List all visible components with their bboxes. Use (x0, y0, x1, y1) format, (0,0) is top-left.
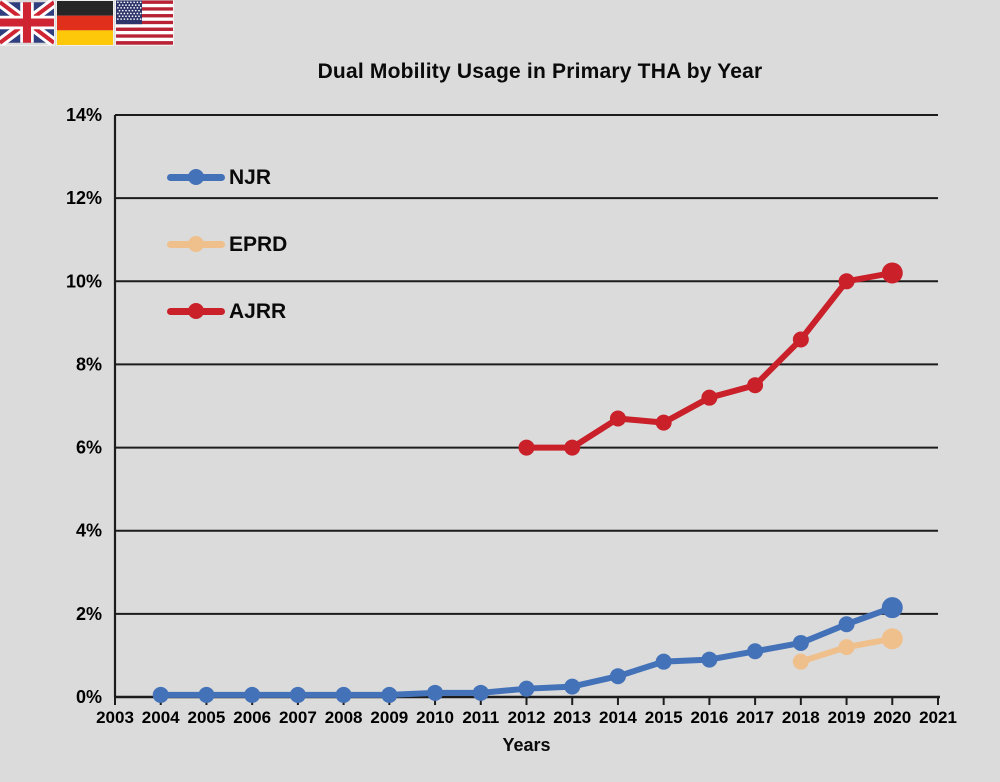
x-tick-label: 2017 (736, 708, 774, 727)
legend-swatch-njr (167, 168, 225, 186)
chart-legend: NJR EPRD AJRR (167, 160, 287, 361)
data-point-njr (381, 686, 398, 703)
x-tick-label: 2013 (553, 708, 591, 727)
country-flags (0, 0, 173, 45)
data-point-njr (289, 686, 306, 703)
y-tick-label: 4% (76, 521, 102, 541)
legend-item-ajrr: AJRR (167, 294, 287, 328)
x-tick-label: 2009 (370, 708, 408, 727)
x-tick-label: 2016 (690, 708, 728, 727)
data-point-njr (427, 684, 444, 701)
data-point-njr (335, 686, 352, 703)
data-point-njr (838, 616, 855, 633)
data-point-ajrr (564, 439, 581, 456)
y-tick-label: 8% (76, 354, 102, 374)
data-point-njr (152, 686, 169, 703)
us-flag-icon (116, 0, 173, 45)
data-point-njr (564, 678, 581, 695)
x-tick-label: 2004 (142, 708, 180, 727)
uk-flag-icon (0, 0, 54, 45)
y-tick-label: 2% (76, 604, 102, 624)
data-point-ajrr (881, 262, 903, 284)
data-point-eprd (881, 628, 903, 650)
x-tick-label: 2006 (233, 708, 271, 727)
data-point-njr (609, 668, 626, 685)
x-tick-label: 2012 (508, 708, 546, 727)
legend-label-ajrr: AJRR (229, 299, 287, 323)
x-tick-label: 2021 (919, 708, 957, 727)
legend-swatch-eprd (167, 235, 225, 253)
x-tick-label: 2014 (599, 708, 637, 727)
legend-swatch-ajrr (167, 302, 225, 320)
data-point-ajrr (655, 414, 672, 431)
data-point-njr (701, 651, 718, 668)
x-tick-label: 2010 (416, 708, 454, 727)
data-point-njr (881, 597, 903, 619)
chart-title: Dual Mobility Usage in Primary THA by Ye… (317, 60, 763, 83)
data-point-ajrr (701, 389, 718, 406)
x-tick-label: 2003 (96, 708, 134, 727)
x-tick-label: 2018 (782, 708, 820, 727)
data-point-ajrr (609, 410, 626, 427)
legend-label-njr: NJR (229, 165, 272, 189)
x-tick-label: 2005 (188, 708, 226, 727)
data-point-ajrr (747, 377, 764, 394)
x-tick-label: 2020 (873, 708, 911, 727)
x-tick-label: 2007 (279, 708, 317, 727)
x-tick-label: 2011 (462, 708, 499, 727)
legend-item-eprd: EPRD (167, 227, 287, 261)
data-point-njr (792, 634, 809, 651)
data-point-njr (198, 686, 215, 703)
series-line-ajrr (523, 269, 896, 451)
data-point-eprd (838, 639, 855, 656)
y-tick-label: 12% (66, 188, 102, 208)
x-tick-label: 2019 (828, 708, 866, 727)
data-point-njr (244, 686, 261, 703)
x-axis-title: Years (502, 735, 551, 755)
y-tick-label: 10% (66, 271, 102, 291)
legend-dot-icon (188, 303, 204, 319)
data-point-njr (747, 643, 764, 660)
data-point-ajrr (792, 331, 809, 348)
data-point-eprd (792, 653, 809, 670)
y-tick-label: 0% (76, 687, 102, 707)
germany-flag-icon (57, 1, 113, 45)
data-point-ajrr (838, 273, 855, 290)
y-tick-label: 14% (66, 105, 102, 125)
data-point-njr (518, 680, 535, 697)
x-tick-label: 2008 (325, 708, 363, 727)
data-point-njr (472, 684, 489, 701)
y-tick-label: 6% (76, 438, 102, 458)
legend-item-njr: NJR (167, 160, 287, 194)
data-point-ajrr (518, 439, 535, 456)
legend-dot-icon (188, 169, 204, 185)
data-point-njr (655, 653, 672, 670)
legend-dot-icon (188, 236, 204, 252)
x-tick-label: 2015 (645, 708, 683, 727)
legend-label-eprd: EPRD (229, 232, 288, 256)
